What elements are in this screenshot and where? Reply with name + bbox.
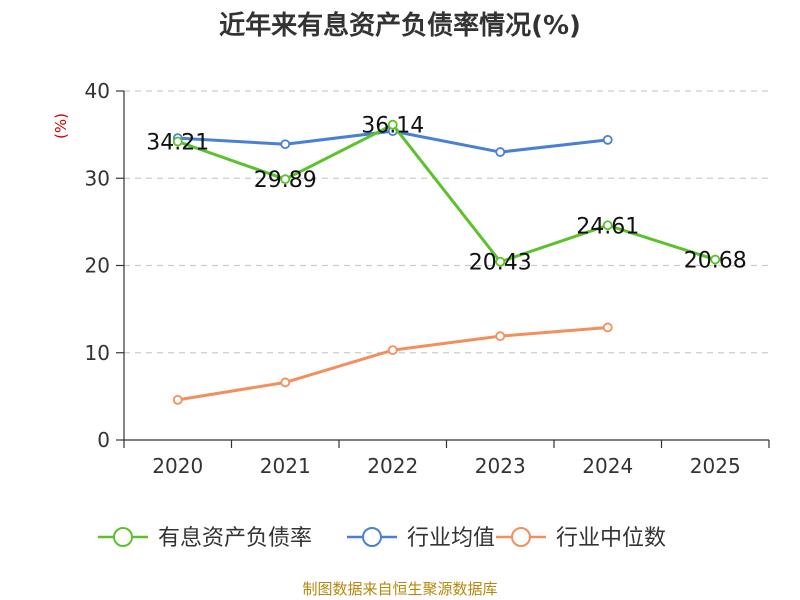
series-0-point-2021 [280,174,291,185]
grid [124,90,769,354]
data-label-2021: 29.89 [254,168,317,193]
x-tick-label-2021: 2021 [260,454,311,478]
x-tick-label-2022: 2022 [367,454,418,478]
series-0-point-2023 [495,256,506,267]
data-label-2020: 34.21 [146,131,209,156]
data-label-2024: 24.61 [576,214,639,239]
series-line-0 [177,123,716,264]
series-2-point-2021 [280,377,291,388]
series-1-point-2021 [280,139,291,150]
axes: 0 10 20 30 40 2020 2021 2022 2023 2024 2025 [85,79,770,478]
series-2-point-2023 [495,331,506,342]
legend-swatch-marker [511,527,531,547]
series-0-point-2024 [602,220,613,231]
legend[interactable]: 有息资产负债率 行业均值 行业中位数 [98,526,666,551]
series-line-2 [177,325,608,402]
series [172,119,721,405]
legend-item-1[interactable]: 行业均值 [347,526,495,551]
x-tick-label-2025: 2025 [690,454,741,478]
chart-title: 近年来有息资产负债率情况(%) [219,10,581,41]
legend-item-2[interactable]: 行业中位数 [496,526,666,551]
x-tick-label-2023: 2023 [475,454,526,478]
y-tick-label: 10 [85,341,110,365]
legend-label: 行业均值 [407,526,495,551]
series-1-point-2023 [495,147,506,157]
data-labels: 34.21 29.89 36.14 20.43 24.61 20.68 [146,114,746,276]
series-1-point-2024 [602,134,613,145]
x-tick-label-2024: 2024 [582,454,633,478]
y-tick-label: 40 [85,79,110,103]
series-0-point-2020 [172,136,183,147]
x-tick-label-2020: 2020 [152,454,203,478]
series-0-point-2022 [387,119,398,130]
series-0-point-2025 [710,254,721,265]
data-label-2025: 20.68 [684,249,747,274]
series-2-point-2022 [387,345,398,356]
series-2-point-2024 [602,322,613,333]
legend-item-0[interactable]: 有息资产负债率 [98,526,312,551]
legend-swatch-marker [362,527,382,547]
legend-swatch-marker [113,527,133,547]
legend-label: 有息资产负债率 [158,526,312,551]
source-note: 制图数据来自恒生聚源数据库 [302,580,497,598]
y-tick-label: 0 [97,428,110,452]
data-label-2022: 36.14 [361,114,424,139]
data-label-2023: 20.43 [469,251,532,276]
y-tick-label: 20 [85,254,110,278]
y-unit-label: (%) [52,113,70,139]
legend-label: 行业中位数 [556,526,666,551]
series-2-point-2020 [172,394,183,405]
y-tick-label: 30 [85,166,110,190]
